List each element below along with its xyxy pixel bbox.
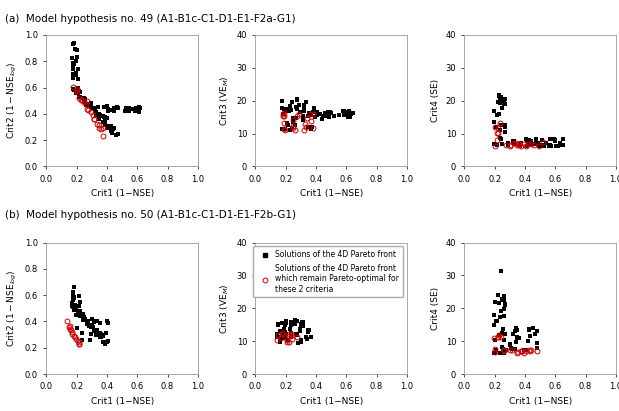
Y-axis label: Crit2 $(1-\mathrm{NSE}_{log})$: Crit2 $(1-\mathrm{NSE}_{log})$ xyxy=(6,62,19,139)
Y-axis label: Crit3 $(\mathrm{VE}_M)$: Crit3 $(\mathrm{VE}_M)$ xyxy=(219,283,231,334)
X-axis label: Crit1 (1−NSE): Crit1 (1−NSE) xyxy=(509,189,572,198)
X-axis label: Crit1 (1−NSE): Crit1 (1−NSE) xyxy=(90,397,154,406)
X-axis label: Crit1 (1−NSE): Crit1 (1−NSE) xyxy=(509,397,572,406)
Text: (b)  Model hypothesis no. 50 (A1-B1c-C1-D1-E1-F2b-G1): (b) Model hypothesis no. 50 (A1-B1c-C1-D… xyxy=(5,210,296,219)
X-axis label: Crit1 (1−NSE): Crit1 (1−NSE) xyxy=(90,189,154,198)
Legend: Solutions of the 4D Pareto front, Solutions of the 4D Pareto front
which remain : Solutions of the 4D Pareto front, Soluti… xyxy=(253,247,403,298)
Y-axis label: Crit2 $(1-\mathrm{NSE}_{log})$: Crit2 $(1-\mathrm{NSE}_{log})$ xyxy=(6,270,19,347)
Y-axis label: Crit3 $(\mathrm{VE}_M)$: Crit3 $(\mathrm{VE}_M)$ xyxy=(219,75,231,126)
X-axis label: Crit1 (1−NSE): Crit1 (1−NSE) xyxy=(300,397,363,406)
Text: (a)  Model hypothesis no. 49 (A1-B1c-C1-D1-E1-F2a-G1): (a) Model hypothesis no. 49 (A1-B1c-C1-D… xyxy=(5,14,296,24)
Y-axis label: Crit4 (SE): Crit4 (SE) xyxy=(431,79,440,122)
X-axis label: Crit1 (1−NSE): Crit1 (1−NSE) xyxy=(300,189,363,198)
Y-axis label: Crit4 (SE): Crit4 (SE) xyxy=(431,287,440,330)
